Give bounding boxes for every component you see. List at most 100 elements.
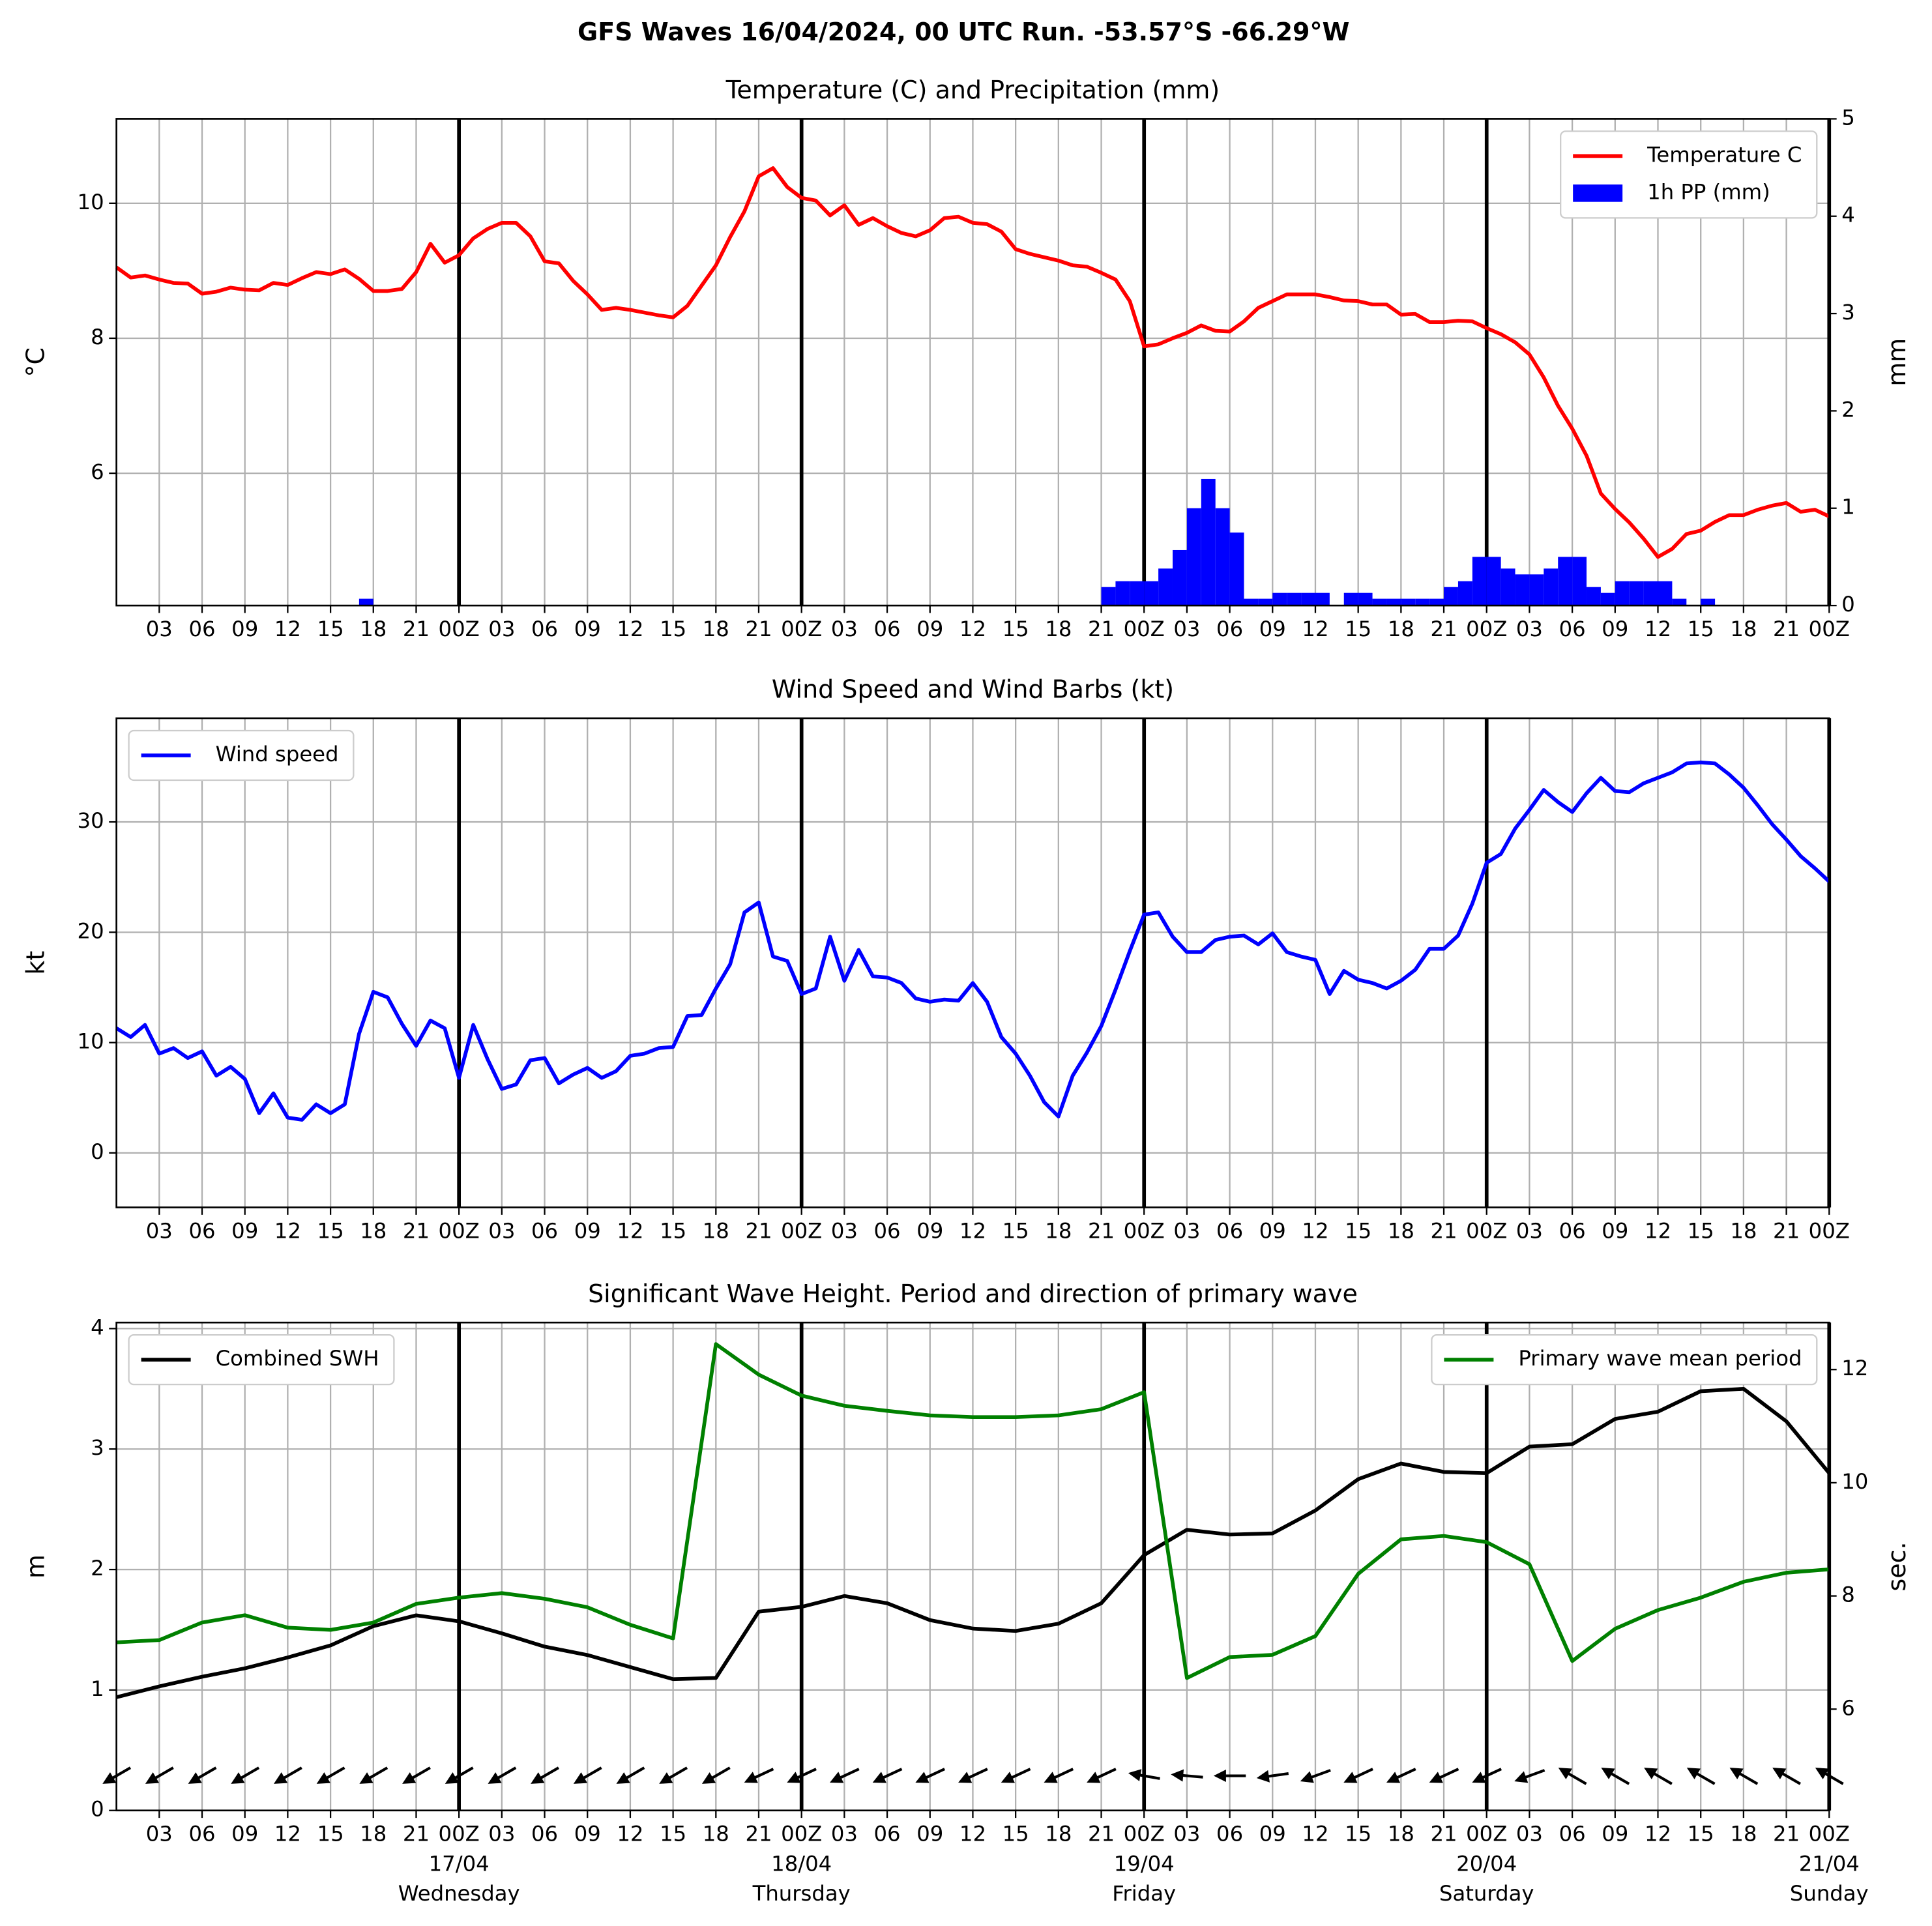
x-tick-label: 03 <box>488 617 515 641</box>
x-tick-label: 21 <box>745 617 772 641</box>
wave-arrow <box>958 1768 988 1783</box>
bar <box>1587 587 1601 606</box>
x-tick-label: 21 <box>1773 1822 1800 1846</box>
wave-arrow <box>915 1768 946 1783</box>
arrow-shaft <box>1309 1769 1331 1779</box>
bar <box>1444 587 1458 606</box>
wave-arrow <box>1772 1768 1802 1785</box>
arrow-shaft <box>1694 1771 1716 1785</box>
bar <box>1173 549 1187 606</box>
bar <box>1615 581 1630 606</box>
arrow-shaft <box>1095 1768 1117 1780</box>
x-tick-label: 06 <box>1216 617 1243 641</box>
arrow-head <box>1644 1768 1658 1779</box>
bar <box>1287 592 1302 606</box>
arrow-shaft <box>239 1766 260 1781</box>
wave-arrow <box>1601 1768 1630 1785</box>
x-tick-label: 09 <box>1259 1822 1286 1846</box>
chart-title: Wind Speed and Wind Barbs (kt) <box>772 675 1174 704</box>
wave-arrow <box>445 1766 474 1784</box>
arrow-shaft <box>1480 1768 1502 1780</box>
arrow-shaft <box>1266 1772 1289 1778</box>
bar <box>1672 598 1687 606</box>
x-tick-label: 18 <box>360 617 387 641</box>
arrow-head <box>1343 1772 1358 1783</box>
x-tick-label: 18 <box>703 1822 729 1846</box>
arrow-shaft <box>1523 1769 1545 1779</box>
arrow-shaft <box>966 1768 988 1780</box>
x-tick-label: 06 <box>1559 617 1586 641</box>
wave-arrow <box>872 1768 903 1783</box>
x-tick-label: 09 <box>574 1822 601 1846</box>
x-tick-label: 00Z <box>439 1218 480 1243</box>
bar <box>1401 598 1416 606</box>
x-tick-label: 03 <box>488 1218 515 1243</box>
arrow-head <box>531 1772 545 1784</box>
x-tick-label: 12 <box>1302 617 1328 641</box>
arrow-shaft <box>1822 1771 1844 1785</box>
arrow-shaft <box>1437 1768 1459 1780</box>
arrow-shaft <box>1566 1771 1587 1785</box>
x-tick-label: 12 <box>1645 617 1671 641</box>
bar <box>1272 592 1287 606</box>
x-tick-label: 03 <box>831 617 858 641</box>
x-tick-label: 21 <box>1773 1218 1800 1243</box>
arrow-shaft <box>752 1768 774 1780</box>
y-tick-label: 2 <box>91 1556 104 1581</box>
bar <box>1315 592 1330 606</box>
x-tick-label: 12 <box>617 1218 643 1243</box>
x-tick-label: 03 <box>146 1218 173 1243</box>
plot-frame <box>115 118 1830 607</box>
arrow-head <box>1686 1768 1701 1779</box>
x-tick-label: 00Z <box>1809 1822 1850 1846</box>
legend-box <box>1560 130 1818 219</box>
arrow-head <box>787 1772 801 1783</box>
wave-arrow <box>488 1766 517 1784</box>
x-tick-label: 18 <box>1045 1822 1072 1846</box>
x-tick-label: 12 <box>959 617 986 641</box>
x-tick-label: 03 <box>831 1822 858 1846</box>
x-tick-label: 06 <box>874 1822 901 1846</box>
y-tick-label: 10 <box>78 1029 104 1054</box>
x-tick-label: 06 <box>874 617 901 641</box>
wave-arrow <box>359 1766 388 1784</box>
bar <box>1486 557 1501 606</box>
x-tick-label: 09 <box>1259 617 1286 641</box>
legend-swatch <box>1573 184 1623 202</box>
arrow-head <box>1558 1768 1572 1779</box>
bar <box>1201 478 1216 606</box>
x-tick-label: 06 <box>1216 1822 1243 1846</box>
x-tick-label: 12 <box>1645 1822 1671 1846</box>
arrow-shaft <box>1352 1768 1373 1780</box>
x-tick-label: 15 <box>1345 1218 1371 1243</box>
chart-title: Significant Wave Height. Period and dire… <box>588 1279 1358 1308</box>
y2-tick-label: 10 <box>1841 1469 1868 1494</box>
x-tick-label: 18 <box>1730 617 1757 641</box>
chart-title: Temperature (C) and Precipitation (mm) <box>725 76 1220 104</box>
legend: Temperature C 1h PP (mm) <box>1560 130 1818 219</box>
bar <box>1301 592 1315 606</box>
bar <box>1515 574 1530 606</box>
y2-axis-label: mm <box>1882 338 1911 387</box>
x-tick-label: 12 <box>959 1218 986 1243</box>
bar <box>1130 581 1145 606</box>
x-tick-label: 21 <box>403 1822 430 1846</box>
x-tick-label: 12 <box>274 1218 301 1243</box>
x-tick-label: 12 <box>1645 1218 1671 1243</box>
x-tick-label: 18 <box>1388 1822 1414 1846</box>
x-tick-label: 09 <box>916 1822 943 1846</box>
bar <box>1572 557 1587 606</box>
weekday-label: Saturday <box>1439 1881 1534 1906</box>
x-tick-label: 21 <box>1088 1218 1115 1243</box>
arrow-head <box>573 1772 588 1784</box>
bar <box>1500 568 1515 606</box>
date-label: 17/04 <box>429 1851 490 1876</box>
weekday-label: Friday <box>1112 1881 1176 1906</box>
x-tick-label: 03 <box>1173 1218 1200 1243</box>
x-tick-label: 15 <box>317 617 344 641</box>
x-tick-label: 18 <box>1730 1218 1757 1243</box>
y2-axis-label: sec. <box>1882 1541 1911 1591</box>
arrow-shaft <box>1137 1773 1160 1780</box>
wave-arrow <box>1001 1768 1031 1783</box>
